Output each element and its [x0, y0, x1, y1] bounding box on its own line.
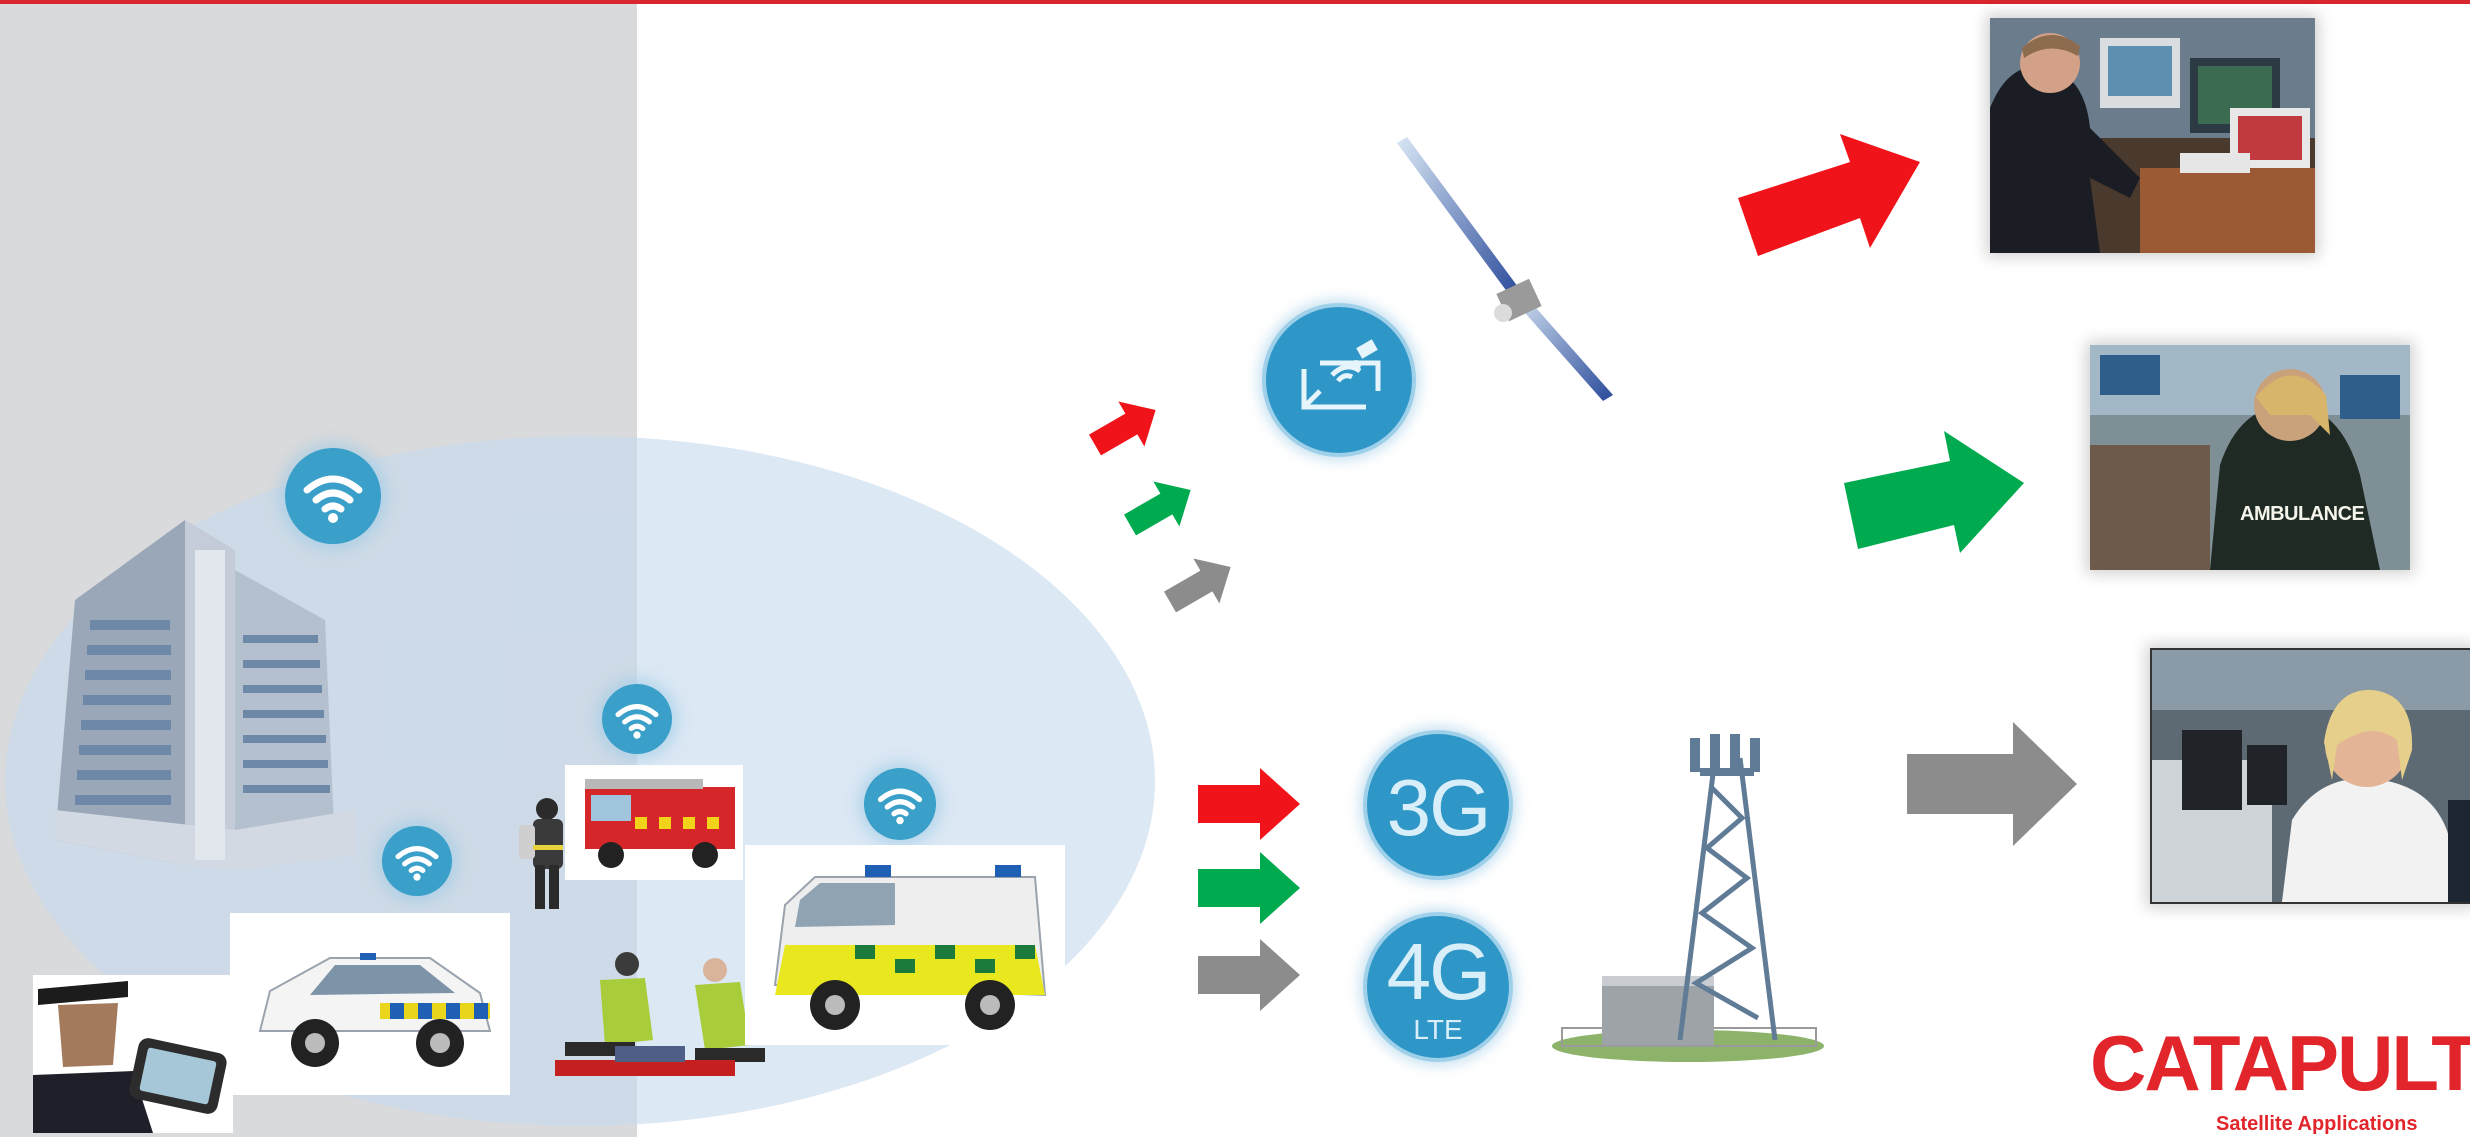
satellite-icon	[1397, 137, 1613, 401]
4g-label: 4G	[1386, 927, 1492, 1016]
3g-badge: 3G	[1363, 730, 1513, 880]
police-officer-icon	[33, 975, 233, 1133]
catapult-tagline: Satellite Applications	[2216, 1113, 2418, 1135]
cellular-arrows-icon	[1198, 768, 1300, 1011]
fire-engine-wifi-icon	[602, 684, 672, 754]
cell-tower-icon	[1552, 734, 1824, 1062]
building-icon	[55, 520, 355, 870]
grey-arrow-icon	[1907, 722, 2077, 846]
ambulance-icon	[745, 845, 1065, 1045]
red-arrow-icon	[1738, 134, 1920, 256]
ambulance-wifi-icon	[864, 768, 936, 840]
fire-engine-icon	[565, 765, 743, 880]
green-arrow-icon	[1844, 431, 2024, 553]
building-wifi-icon	[285, 448, 381, 544]
paramedics-icon	[555, 952, 765, 1076]
police-car-wifi-icon	[382, 826, 452, 896]
3g-label: 3G	[1386, 763, 1492, 852]
ambulance-control-room-photo: AMBULANCE	[2090, 345, 2410, 570]
satellite-arrows-icon	[1089, 401, 1231, 613]
catapult-logo-text: CATAPULT	[2090, 1019, 2470, 1107]
firefighter-icon	[519, 798, 563, 909]
police-car-icon	[230, 913, 510, 1095]
top-accent-line	[0, 0, 2470, 4]
fire-control-room-photo	[2150, 648, 2470, 904]
catapult-logo: CATAPULT	[2090, 1018, 2470, 1109]
satellite-dish-icon	[1262, 303, 1416, 457]
police-control-room-photo	[1990, 18, 2315, 253]
lte-label: LTE	[1413, 1014, 1463, 1045]
ambulance-jacket-label: AMBULANCE	[2240, 503, 2365, 525]
4g-lte-badge: 4G LTE	[1363, 912, 1513, 1062]
